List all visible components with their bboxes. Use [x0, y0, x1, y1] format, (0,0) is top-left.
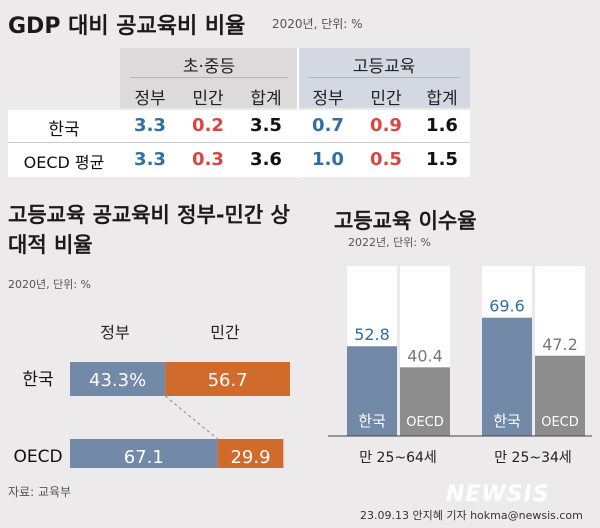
- bar-segment: [217, 439, 284, 468]
- row-divider: [8, 142, 470, 143]
- category-label: 한국: [358, 412, 386, 430]
- group-label: 만 25~64세: [359, 450, 437, 466]
- group-higher-bg: [298, 48, 470, 108]
- table-cell: 0.7: [312, 115, 344, 136]
- category-label: OECD: [406, 415, 444, 430]
- header-underline-higher: [308, 77, 460, 78]
- left-chart-title-text: 고등교육 공교육비 정부-민간 상대적 비율: [8, 203, 290, 257]
- group-primary-bg: [120, 48, 298, 108]
- table-cell: 0.2: [192, 115, 224, 136]
- bar-segment: [165, 362, 290, 396]
- col-header: 민간: [370, 89, 402, 109]
- col-header: 정부: [312, 89, 344, 109]
- bar-segment: [70, 362, 166, 396]
- group-header-higher: 고등교육: [352, 57, 416, 77]
- category-label: 한국: [493, 412, 521, 430]
- col-header: 정부: [134, 89, 166, 109]
- table-cell: 3.3: [134, 149, 166, 170]
- category-label: OECD: [541, 415, 579, 430]
- legend-label: 정부: [100, 323, 129, 342]
- col-header: 합계: [250, 89, 282, 109]
- data-label: 56.7: [208, 370, 248, 391]
- bar: [400, 367, 450, 436]
- connector-line: [164, 395, 218, 440]
- data-label: 40.4: [407, 346, 443, 365]
- table-note: 2020년, 단위: %: [272, 17, 363, 31]
- category-label: OECD: [13, 447, 62, 467]
- table-cell: 3.5: [250, 115, 282, 136]
- bar: [535, 355, 585, 436]
- col-header: 민간: [192, 89, 224, 109]
- credit: 23.09.13 안지혜 기자 hokma@newsis.com: [360, 509, 583, 522]
- table-cell: 0.3: [192, 149, 224, 170]
- bar: [482, 317, 532, 436]
- bar: [347, 346, 397, 436]
- data-label: 67.1: [124, 447, 164, 468]
- header-underline-primary: [130, 77, 288, 78]
- table-cell: 3.3: [134, 115, 166, 136]
- source-note: 자료: 교육부: [8, 485, 72, 499]
- table-cell: 0.5: [370, 149, 402, 170]
- watermark: NEWSIS: [446, 482, 550, 507]
- data-label: 43.3%: [89, 370, 146, 391]
- left-chart-subtitle: 2020년, 단위: %: [8, 278, 92, 291]
- table-row-bg: [8, 110, 470, 142]
- table-row-bg: [8, 143, 470, 177]
- table-cell: 0.9: [370, 115, 402, 136]
- table-cell: 1.0: [312, 149, 344, 170]
- row-label-oecd: OECD 평균: [23, 153, 105, 172]
- right-chart-subtitle: 2022년, 단위: %: [348, 236, 432, 249]
- left-chart-title: 고등교육 공교육비 정부-민간 상대적 비율: [8, 200, 308, 260]
- legend-label: 민간: [210, 323, 240, 342]
- table-cell: 1.6: [426, 115, 458, 136]
- group-label: 만 25~34세: [494, 450, 572, 466]
- row-label-korea: 한국: [48, 120, 80, 140]
- data-label: 47.2: [542, 335, 578, 354]
- table-title: GDP 대비 공교육비 비율: [8, 14, 246, 39]
- table-cell: 3.6: [250, 149, 282, 170]
- bar-segment: [70, 439, 218, 468]
- data-label: 52.8: [354, 325, 390, 344]
- category-label: 한국: [22, 370, 53, 390]
- right-chart: 52.8 한국 40.4 OECD 만 25~64세 69.6 한국 47.2 OECD 만 25…: [328, 266, 592, 466]
- table-cell: 1.5: [426, 149, 458, 170]
- data-label: 29.9: [230, 447, 270, 468]
- col-header: 합계: [426, 89, 458, 109]
- right-chart-title: 고등교육 이수율: [334, 209, 477, 233]
- group-header-primary: 초·중등: [182, 57, 236, 77]
- data-label: 69.6: [489, 297, 525, 316]
